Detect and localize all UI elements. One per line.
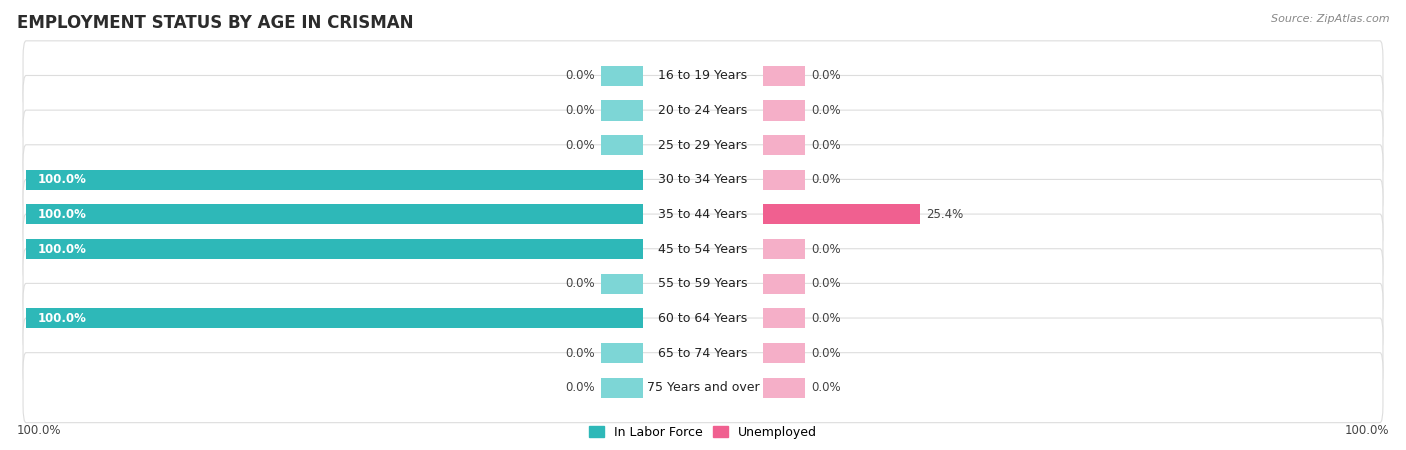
Text: 65 to 74 Years: 65 to 74 Years <box>658 346 748 360</box>
Text: EMPLOYMENT STATUS BY AGE IN CRISMAN: EMPLOYMENT STATUS BY AGE IN CRISMAN <box>17 14 413 32</box>
FancyBboxPatch shape <box>22 41 1384 111</box>
Text: 35 to 44 Years: 35 to 44 Years <box>658 208 748 221</box>
Text: 0.0%: 0.0% <box>565 69 595 82</box>
Bar <box>763 308 804 328</box>
FancyBboxPatch shape <box>22 180 1384 249</box>
Bar <box>763 66 804 86</box>
Bar <box>763 135 804 155</box>
Bar <box>602 378 643 398</box>
Text: 16 to 19 Years: 16 to 19 Years <box>658 69 748 82</box>
Text: 0.0%: 0.0% <box>811 277 841 290</box>
Bar <box>27 308 643 328</box>
Text: 20 to 24 Years: 20 to 24 Years <box>658 104 748 117</box>
FancyBboxPatch shape <box>22 214 1384 284</box>
Text: 25 to 29 Years: 25 to 29 Years <box>658 139 748 152</box>
Text: 0.0%: 0.0% <box>811 312 841 325</box>
Text: 0.0%: 0.0% <box>811 243 841 256</box>
Text: 0.0%: 0.0% <box>565 104 595 117</box>
Text: 0.0%: 0.0% <box>811 104 841 117</box>
Text: 100.0%: 100.0% <box>1344 423 1389 436</box>
Text: 0.0%: 0.0% <box>811 69 841 82</box>
Bar <box>763 204 920 225</box>
Text: 100.0%: 100.0% <box>17 423 62 436</box>
FancyBboxPatch shape <box>22 145 1384 215</box>
FancyBboxPatch shape <box>22 110 1384 180</box>
Text: 0.0%: 0.0% <box>811 139 841 152</box>
FancyBboxPatch shape <box>22 318 1384 388</box>
Text: 60 to 64 Years: 60 to 64 Years <box>658 312 748 325</box>
Bar <box>763 100 804 121</box>
Bar <box>27 239 643 259</box>
Text: 0.0%: 0.0% <box>565 277 595 290</box>
Bar <box>763 170 804 190</box>
Bar <box>602 135 643 155</box>
Bar <box>602 343 643 363</box>
Bar <box>27 170 643 190</box>
Text: 0.0%: 0.0% <box>811 346 841 360</box>
Text: 100.0%: 100.0% <box>38 243 87 256</box>
Text: 55 to 59 Years: 55 to 59 Years <box>658 277 748 290</box>
Text: 0.0%: 0.0% <box>565 381 595 394</box>
Bar <box>27 204 643 225</box>
Text: 100.0%: 100.0% <box>38 312 87 325</box>
Text: 0.0%: 0.0% <box>565 139 595 152</box>
Text: 75 Years and over: 75 Years and over <box>647 381 759 394</box>
Text: 45 to 54 Years: 45 to 54 Years <box>658 243 748 256</box>
FancyBboxPatch shape <box>22 249 1384 319</box>
Text: 0.0%: 0.0% <box>811 381 841 394</box>
FancyBboxPatch shape <box>22 76 1384 145</box>
Legend: In Labor Force, Unemployed: In Labor Force, Unemployed <box>583 421 823 444</box>
FancyBboxPatch shape <box>22 284 1384 353</box>
Text: 100.0%: 100.0% <box>38 173 87 186</box>
Bar <box>602 66 643 86</box>
Bar <box>763 343 804 363</box>
Bar <box>763 378 804 398</box>
Text: 25.4%: 25.4% <box>925 208 963 221</box>
Bar <box>602 274 643 294</box>
Bar <box>763 239 804 259</box>
Text: 0.0%: 0.0% <box>811 173 841 186</box>
Text: 100.0%: 100.0% <box>38 208 87 221</box>
Bar <box>763 274 804 294</box>
Text: 0.0%: 0.0% <box>565 346 595 360</box>
Text: Source: ZipAtlas.com: Source: ZipAtlas.com <box>1271 14 1389 23</box>
Text: 30 to 34 Years: 30 to 34 Years <box>658 173 748 186</box>
Bar <box>602 100 643 121</box>
FancyBboxPatch shape <box>22 353 1384 423</box>
